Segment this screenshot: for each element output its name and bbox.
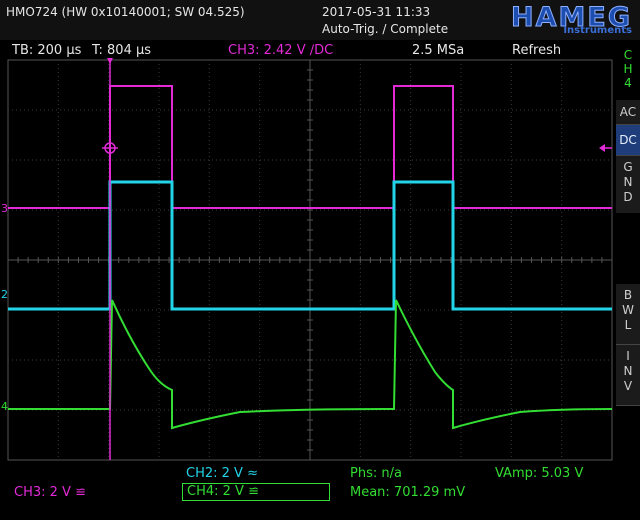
hameg-logo: HAMEG Instruments [452,2,632,37]
ch2-setting[interactable]: CH2: 2 V ≈ [186,466,258,481]
ch2-ground-marker[interactable]: 2 [1,288,8,301]
top-bar: HMO724 (HW 0x10140001; SW 04.525) 2017-0… [0,0,640,40]
ch4-setting[interactable]: CH4: 2 V ≌ [182,483,330,501]
ch4-ground-marker[interactable]: 4 [1,400,8,413]
trigger-time-marker[interactable] [107,58,113,64]
trigger-status: Auto-Trig. / Complete [322,22,449,36]
coupling-gnd-button[interactable]: G N D [616,156,640,217]
device-info: HMO724 (HW 0x10140001; SW 04.525) [6,5,245,19]
waveform-ch4 [8,299,613,430]
sidebar-spacer [616,213,640,283]
invert-button[interactable]: I N V [616,345,640,406]
vamp-measurement: VAmp: 5.03 V [495,466,584,481]
trigger-source[interactable]: CH3: 2.42 V ∕DC [228,43,334,58]
datetime: 2017-05-31 11:33 [322,5,431,19]
graticule [7,59,613,461]
scope-screen: 3 2 4 [1,58,613,461]
coupling-dc-button[interactable]: DC [616,125,640,156]
bwl-button[interactable]: B W L [616,284,640,345]
channel-sidebar: C H 4 AC DC G N D B W L I N V [616,40,640,520]
trace-ch4 [8,299,613,430]
mean-measurement: Mean: 701.29 mV [350,485,466,500]
ch3-setting[interactable]: CH3: 2 V ≌ [14,485,86,500]
sample-rate: 2.5 MSa [412,43,465,58]
timebase[interactable]: TB: 200 µs [12,43,82,58]
phase-measurement: Phs: n/a [350,466,402,481]
brand-sub: Instruments [563,25,632,36]
ch3-ground-marker[interactable]: 3 [1,202,8,215]
brand-name: HAMEG [511,2,632,34]
ch4-label: C H 4 [616,48,640,100]
bottom-status-bar: CH2: 2 V ≈ CH4: 2 V ≌ CH3: 2 V ≌ Phs: n/… [0,462,615,520]
info-bar: TB: 200 µs T: 804 µs CH3: 2.42 V ∕DC 2.5… [0,40,615,60]
coupling-ac-button[interactable]: AC [616,100,640,125]
acquisition-mode[interactable]: Refresh [512,43,562,58]
trigger-time[interactable]: T: 804 µs [92,43,152,58]
trigger-level-marker[interactable] [599,144,605,152]
